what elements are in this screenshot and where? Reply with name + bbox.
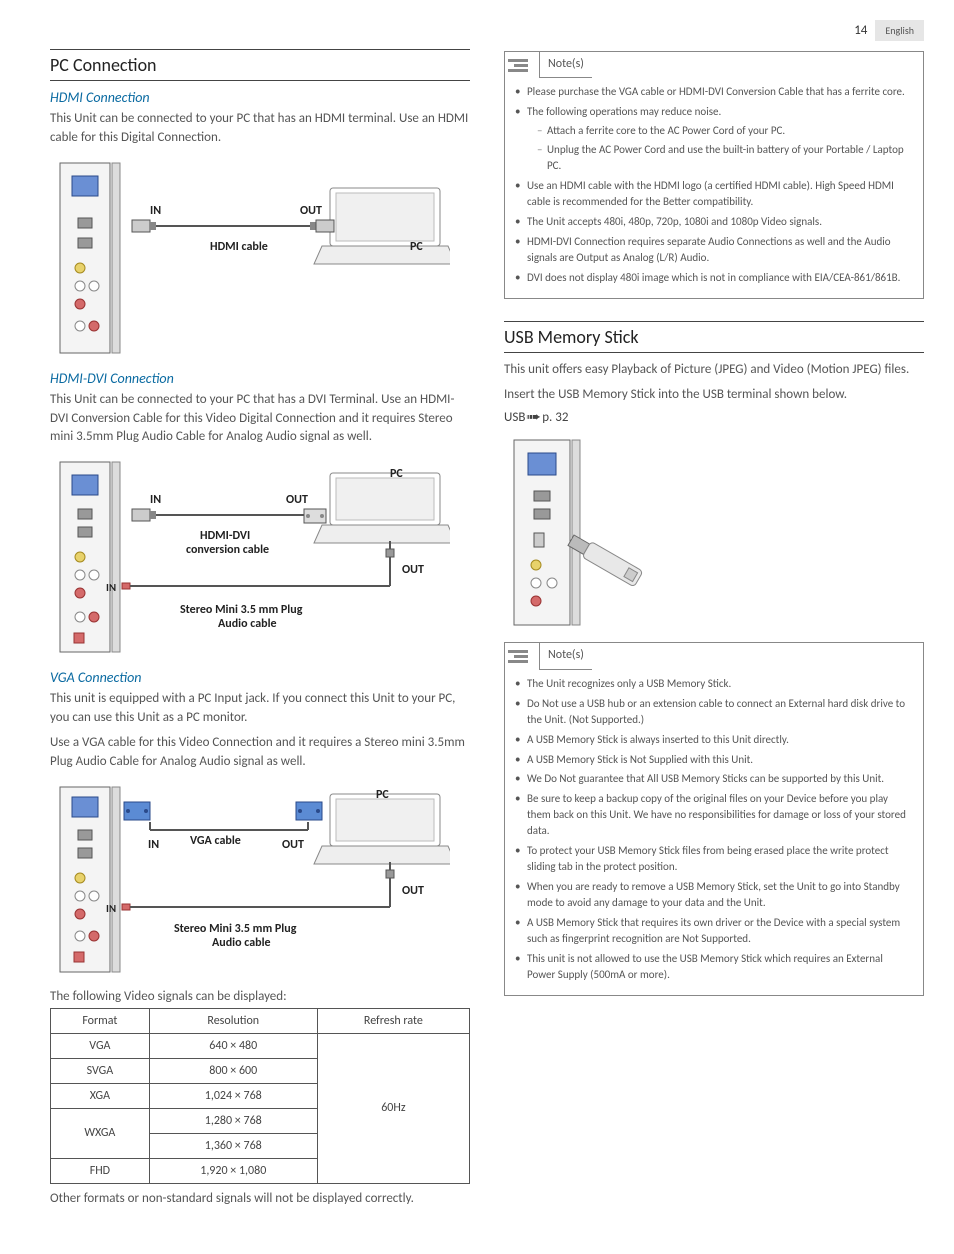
note-item: Do Not use a USB hub or an extension cab… [515, 696, 913, 728]
hdmi-text: This Unit can be connected to your PC th… [50, 110, 470, 148]
note-title: Note(s) [539, 52, 592, 78]
note-item: When you are ready to remove a USB Memor… [515, 879, 913, 911]
hdmi-dvi-text: This Unit can be connected to your PC th… [50, 391, 470, 448]
left-column: PC Connection HDMI Connection This Unit … [50, 49, 470, 1214]
vga-figure: IN OUT VGA cable PC IN OUT Stereo Mini 3… [50, 782, 470, 977]
svg-text:HDMI-DVI: HDMI-DVI [200, 529, 250, 543]
note-box-1: Note(s) Please purchase the VGA cable or… [504, 51, 924, 299]
svg-text:OUT: OUT [286, 493, 308, 507]
note-subitem: Unplug the AC Power Cord and use the bui… [537, 142, 913, 174]
note-item: This unit is not allowed to use the USB … [515, 951, 913, 983]
note-item: A USB Memory Stick is always inserted to… [515, 732, 913, 748]
svg-text:PC: PC [376, 788, 389, 802]
usb-heading: USB Memory Stick [504, 326, 924, 353]
note-item: Be sure to keep a backup copy of the ori… [515, 791, 913, 839]
svg-text:IN: IN [106, 581, 116, 594]
note-item: DVI does not display 480i image which is… [515, 270, 913, 286]
page-header: 14 English [50, 20, 924, 41]
hdmi-heading: HDMI Connection [50, 89, 470, 106]
table-footer: Other formats or non-standard signals wi… [50, 1190, 470, 1209]
note-item: To protect your USB Memory Stick files f… [515, 843, 913, 875]
right-column: Note(s) Please purchase the VGA cable or… [504, 49, 924, 1214]
svg-text:Stereo Mini 3.5 mm Plug: Stereo Mini 3.5 mm Plug [180, 603, 303, 617]
note-item: HDMI-DVI Connection requires separate Au… [515, 234, 913, 266]
vga-text-2: Use a VGA cable for this Video Connectio… [50, 734, 470, 772]
note-item: Please purchase the VGA cable or HDMI-DV… [515, 84, 913, 100]
usb-figure [504, 435, 924, 630]
pc-connection-heading: PC Connection [50, 54, 470, 81]
usb-reference: USB ➠ p. 32 [504, 410, 924, 425]
note-item: We Do Not guarantee that All USB Memory … [515, 771, 913, 787]
note-item: A USB Memory Stick is Not Supplied with … [515, 752, 913, 768]
svg-text:OUT: OUT [282, 838, 304, 852]
vga-text-1: This unit is equipped with a PC Input ja… [50, 690, 470, 728]
note-icon [505, 57, 531, 74]
svg-text:IN: IN [150, 204, 161, 218]
video-signals-table: Format Resolution Refresh rate VGA640 × … [50, 1008, 470, 1184]
th-format: Format [51, 1008, 150, 1033]
page-number: 14 [854, 23, 867, 38]
usb-text-2: Insert the USB Memory Stick into the USB… [504, 386, 924, 405]
svg-text:VGA cable: VGA cable [190, 834, 241, 848]
language-badge: English [875, 20, 924, 41]
svg-text:PC: PC [410, 240, 423, 254]
hdmi-dvi-heading: HDMI-DVI Connection [50, 370, 470, 387]
note-item: The Unit accepts 480i, 480p, 720p, 1080i… [515, 214, 913, 230]
vga-heading: VGA Connection [50, 669, 470, 686]
note-box-2: Note(s) The Unit recognizes only a USB M… [504, 642, 924, 995]
note-item: The Unit recognizes only a USB Memory St… [515, 676, 913, 692]
svg-text:Audio cable: Audio cable [218, 617, 277, 631]
note-icon [505, 648, 531, 665]
svg-text:IN: IN [148, 838, 159, 852]
svg-text:HDMI cable: HDMI cable [210, 240, 268, 254]
svg-text:IN: IN [106, 902, 116, 915]
th-refresh: Refresh rate [317, 1008, 469, 1033]
svg-text:conversion cable: conversion cable [186, 543, 269, 557]
hdmi-dvi-figure: IN OUT HDMI-DVI conversion cable PC IN O… [50, 457, 470, 657]
note-item: The following operations may reduce nois… [515, 104, 913, 174]
svg-text:OUT: OUT [402, 563, 424, 577]
svg-text:Audio cable: Audio cable [212, 936, 271, 950]
svg-text:IN: IN [150, 493, 161, 507]
usb-text-1: This unit offers easy Playback of Pictur… [504, 361, 924, 380]
svg-text:OUT: OUT [300, 204, 322, 218]
note-title: Note(s) [539, 643, 592, 669]
svg-text:Stereo Mini 3.5 mm Plug: Stereo Mini 3.5 mm Plug [174, 922, 297, 936]
note-item: A USB Memory Stick that requires its own… [515, 915, 913, 947]
table-lead: The following Video signals can be displ… [50, 989, 470, 1004]
note-item: Use an HDMI cable with the HDMI logo (a … [515, 178, 913, 210]
th-resolution: Resolution [149, 1008, 317, 1033]
svg-text:PC: PC [390, 467, 403, 481]
svg-text:OUT: OUT [402, 884, 424, 898]
note-subitem: Attach a ferrite core to the AC Power Co… [537, 123, 913, 139]
hdmi-figure: IN OUT HDMI cable PC [50, 158, 470, 358]
